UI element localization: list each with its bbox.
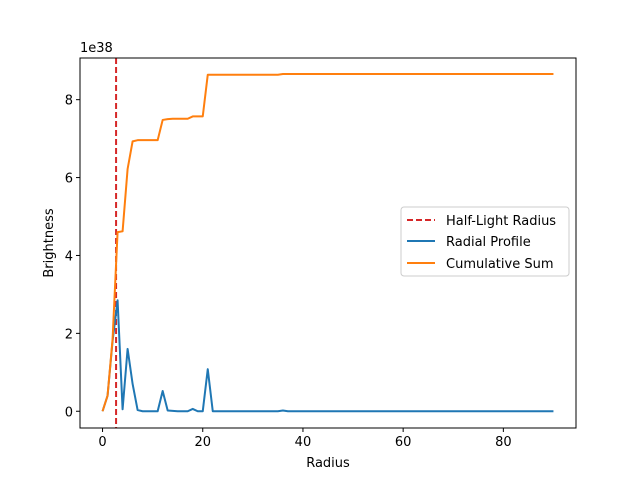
axis-ticks: 0 20 40 60 80 0 2 4 6 8 — [65, 94, 512, 450]
series-line-radial-profile — [101, 299, 554, 413]
y-axis-label: Brightness — [42, 208, 57, 277]
plot-area — [101, 58, 554, 428]
legend-label-radial-profile: Radial Profile — [446, 235, 531, 250]
x-tick-label: 20 — [194, 435, 211, 450]
legend-label-cumulative-sum: Cumulative Sum — [446, 257, 554, 272]
x-tick-label: 60 — [395, 435, 412, 450]
axes-frame — [79, 57, 577, 429]
y-tick-label: 4 — [65, 249, 73, 264]
y-tick-label: 0 — [65, 405, 73, 420]
y-tick-label: 8 — [65, 94, 73, 109]
y-tick-label: 2 — [65, 327, 73, 342]
legend-label-half-light-radius: Half-Light Radius — [446, 214, 556, 229]
y-offset-text: 1e38 — [80, 41, 113, 56]
x-tick-label: 80 — [495, 435, 512, 450]
legend-box — [400, 206, 570, 277]
legend: Half-Light Radius Radial Profile Cumulat… — [400, 206, 570, 277]
x-tick-label: 0 — [98, 435, 106, 450]
series-line-cumulative-sum — [101, 72, 554, 412]
y-tick-label: 6 — [65, 172, 73, 187]
x-tick-label: 40 — [295, 435, 312, 450]
x-axis-label: Radius — [306, 456, 350, 471]
